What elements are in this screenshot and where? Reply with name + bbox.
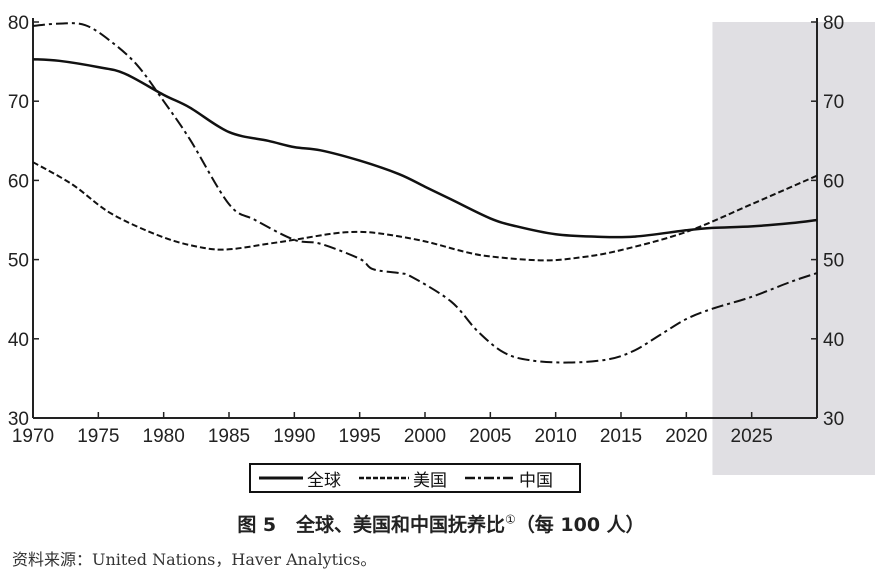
legend-item-china: 中国 [465,466,553,491]
x-tick-label: 2025 [731,426,773,447]
x-tick-label: 2010 [535,426,577,447]
y-tick-label-left: 30 [8,409,29,430]
x-tick-label: 1985 [208,426,250,447]
caption-title: 全球、美国和中国抚养比 [296,514,506,536]
figure-caption: 图 5 全球、美国和中国抚养比①（每 100 人） [0,510,882,537]
y-tick-label-right: 50 [823,251,844,272]
x-tick-label: 1970 [12,426,54,447]
x-tick-label: 1975 [77,426,119,447]
y-tick-label-left: 70 [8,92,29,113]
caption-prefix: 图 5 [237,514,277,536]
caption-unit: （每 100 人） [515,514,645,536]
legend-label: 全球 [307,470,341,491]
x-tick-label: 2015 [600,426,642,447]
y-tick-label-left: 50 [8,251,29,272]
series-line-0 [32,57,818,239]
source-note: 资料来源：United Nations，Haver Analytics。 [12,550,377,569]
x-tick-label: 1995 [339,426,381,447]
chart-svg: 30 30 40 40 50 50 60 60 70 70 80 80 1970 1975 1980 1985… [8,13,875,475]
y-tick-label-left: 60 [8,171,29,192]
legend-label: 中国 [519,470,553,491]
x-tick-label: 1980 [143,426,185,447]
y-tick-label-right: 40 [823,330,844,351]
legend-label: 美国 [413,470,447,491]
x-tick-label: 2005 [469,426,511,447]
series-line-2 [32,22,818,364]
y-tick-label-left: 40 [8,330,29,351]
x-tick-label: 2000 [404,426,446,447]
y-tick-label-right: 70 [823,92,844,113]
y-tick-label-right: 60 [823,171,844,192]
y-tick-label-right: 80 [823,13,844,34]
legend: 全球 美国 中国 [249,463,581,493]
caption-footnote: ① [505,512,516,527]
x-tick-label: 2020 [665,426,707,447]
legend-item-world: 全球 [259,466,341,491]
y-tick-label-right: 30 [823,409,844,430]
y-tick-label-left: 80 [8,13,29,34]
projection-shade [712,22,875,475]
series-line-1 [32,161,818,262]
legend-item-us: 美国 [359,466,447,491]
x-tick-label: 1990 [273,426,315,447]
